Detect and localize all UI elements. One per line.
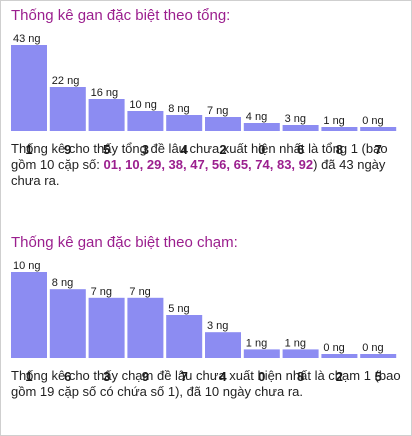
section-title-cham: Thống kê gan đặc biệt theo chạm:	[11, 234, 238, 251]
bar-4	[166, 115, 203, 131]
description-tong: Thống kê cho thấy tổng đề lâu chưa xuất …	[11, 141, 403, 189]
bar-chart-cham: 10 ng 1 8 ng 6 7 ng 3 7 ng 9 5 ng 7 3 ng 4 1 ng 0 1 ng…	[11, 255, 399, 388]
section-title-tong: Thống kê gan đặc biệt theo tổng:	[11, 7, 231, 24]
bar-8	[321, 127, 358, 131]
category-label: 0	[258, 369, 265, 384]
value-label: 4 ng	[246, 111, 267, 123]
bar-9	[127, 297, 164, 358]
chart-svg: 43 ng 1 22 ng 9 16 ng 5 10 ng 3 8 ng 4 7 ng 2 4 ng 0 3…	[11, 33, 397, 157]
category-label: 6	[297, 142, 304, 157]
value-label: 3 ng	[285, 113, 306, 125]
bar-7	[360, 127, 397, 131]
category-label: 2	[219, 142, 226, 157]
value-label: 0 ng	[362, 342, 383, 354]
value-label: 7 ng	[207, 105, 228, 117]
bar-1	[11, 45, 47, 131]
bar-9	[49, 87, 86, 131]
bar-6	[49, 289, 86, 358]
category-label: 0	[258, 142, 265, 157]
value-label: 10 ng	[129, 99, 157, 111]
value-label: 8 ng	[52, 277, 73, 289]
category-label: 3	[103, 369, 110, 384]
category-label: 4	[219, 369, 227, 384]
bar-0	[243, 349, 280, 358]
value-label: 0 ng	[323, 342, 344, 354]
description-cham: Thống kê cho thấy chạm đề lâu chưa xuất …	[11, 368, 403, 400]
category-label: 3	[142, 142, 149, 157]
bar-5	[88, 99, 125, 131]
value-label: 10 ng	[13, 260, 41, 272]
category-label: 9	[142, 369, 149, 384]
category-label: 8	[336, 142, 343, 157]
bar-2	[321, 354, 358, 358]
value-label: 22 ng	[52, 75, 80, 87]
value-label: 43 ng	[13, 33, 41, 45]
category-label: 7	[375, 142, 382, 157]
bar-5	[360, 354, 397, 358]
category-label: 5	[375, 369, 382, 384]
value-label: 1 ng	[246, 337, 267, 349]
bar-chart-tong: 43 ng 1 22 ng 9 16 ng 5 10 ng 3 8 ng 4 7 ng 2 4 ng 0 3…	[11, 28, 399, 161]
bar-3	[88, 297, 125, 358]
bar-6	[282, 125, 319, 131]
category-label: 5	[103, 142, 110, 157]
category-label: 4	[181, 142, 189, 157]
category-label: 8	[297, 369, 304, 384]
category-label: 9	[64, 142, 71, 157]
bar-3	[127, 111, 164, 131]
category-label: 7	[181, 369, 188, 384]
description-text: Thống kê cho thấy tổng đề lâu chưa xuất …	[11, 141, 388, 172]
description-text: Thống kê cho thấy chạm đề lâu chưa xuất …	[11, 368, 401, 399]
value-label: 0 ng	[362, 115, 383, 127]
value-label: 8 ng	[168, 103, 189, 115]
value-label: 5 ng	[168, 303, 189, 315]
value-label: 3 ng	[207, 320, 228, 332]
bar-0	[243, 123, 280, 131]
bar-4	[205, 332, 241, 358]
pair-numbers: 01, 10, 29, 38, 47, 56, 65, 74, 83, 92	[103, 157, 314, 172]
description-text-end: ) đã 43 ngày chưa ra.	[11, 157, 386, 188]
value-label: 7 ng	[129, 286, 150, 298]
value-label: 7 ng	[91, 286, 112, 298]
bar-1	[11, 272, 47, 358]
category-label: 1	[25, 142, 32, 157]
bar-2	[205, 117, 241, 131]
value-label: 16 ng	[91, 87, 119, 99]
bar-7	[166, 315, 203, 358]
chart-svg: 10 ng 1 8 ng 6 7 ng 3 7 ng 9 5 ng 7 3 ng 4 1 ng 0 1 ng…	[11, 260, 397, 384]
category-label: 6	[64, 369, 71, 384]
value-label: 1 ng	[323, 115, 344, 127]
category-label: 2	[336, 369, 343, 384]
value-label: 1 ng	[285, 337, 306, 349]
category-label: 1	[25, 369, 32, 384]
bar-8	[282, 349, 319, 358]
